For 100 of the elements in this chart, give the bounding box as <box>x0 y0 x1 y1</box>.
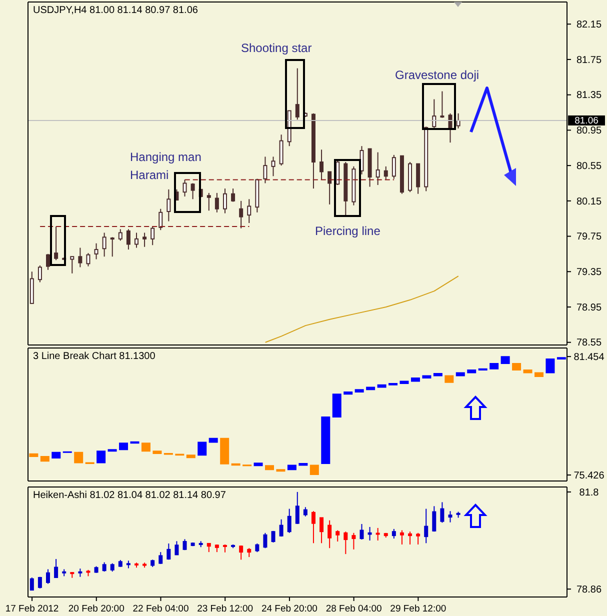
candlestick <box>222 188 227 214</box>
bar <box>119 442 128 450</box>
candlestick <box>376 527 380 542</box>
bar <box>208 438 218 443</box>
bar <box>433 373 442 376</box>
bar <box>220 438 230 464</box>
bar <box>410 378 420 382</box>
bar <box>254 462 263 466</box>
bar <box>74 452 84 464</box>
candlestick <box>78 247 82 268</box>
bar <box>500 356 510 364</box>
candlestick <box>416 532 420 545</box>
bar <box>354 389 364 393</box>
bar <box>96 450 106 464</box>
bar <box>456 372 465 376</box>
candlestick <box>46 253 50 270</box>
bar <box>29 453 38 457</box>
candlestick <box>214 192 219 213</box>
candlestick <box>287 508 292 534</box>
candlestick <box>328 171 332 205</box>
chart-title: Heiken-Ashi 81.02 81.04 81.02 81.14 80.97 <box>33 490 226 501</box>
candlestick <box>311 510 316 544</box>
bar <box>310 464 319 476</box>
candlestick <box>336 530 340 542</box>
candlestick <box>303 506 308 517</box>
candlestick <box>440 90 444 118</box>
candlestick <box>376 152 380 186</box>
candlestick <box>166 188 171 222</box>
candlestick <box>263 156 268 184</box>
candlestick <box>448 510 452 523</box>
candlestick <box>46 568 50 584</box>
candlestick <box>118 228 122 242</box>
candlestick <box>142 232 147 248</box>
candlestick <box>360 523 364 540</box>
candlestick <box>86 252 90 267</box>
chart-title: USDJPY,H4 81.00 81.14 80.97 81.06 <box>33 5 198 16</box>
candlestick <box>368 526 372 542</box>
candlestick <box>38 264 42 283</box>
candlestick <box>206 192 211 212</box>
candlestick <box>424 508 428 544</box>
candlestick <box>432 506 436 532</box>
bar <box>264 465 274 470</box>
candlestick <box>239 200 244 229</box>
candlestick <box>392 154 396 180</box>
y-tick-label: 79.35 <box>576 267 602 278</box>
y-tick-label: 78.55 <box>576 338 602 349</box>
candlestick <box>190 182 195 200</box>
candlestick <box>279 134 284 166</box>
bar <box>198 442 207 456</box>
y-tick-label: 80.95 <box>576 126 602 137</box>
bar <box>366 386 376 390</box>
candlestick <box>126 228 130 250</box>
candlestick <box>416 163 420 194</box>
candlestick <box>54 558 58 578</box>
bar <box>523 370 532 374</box>
bar <box>152 450 162 454</box>
y-tick-label: 82.15 <box>576 20 602 30</box>
y-tick-label: 79.75 <box>576 232 602 243</box>
candlestick <box>295 68 300 120</box>
candlestick <box>279 518 284 538</box>
candlestick <box>384 166 388 180</box>
bar <box>377 384 386 388</box>
bar <box>546 358 555 374</box>
annotation: Shooting star <box>241 41 312 55</box>
chart-title: 3 Line Break Chart 81.1300 <box>33 351 156 362</box>
candlestick <box>432 98 436 129</box>
y-tick-label: 81.454 <box>574 352 605 363</box>
candlestick <box>456 112 460 129</box>
y-tick-label: 80.55 <box>576 160 602 172</box>
y-tick-label: 81.35 <box>576 90 602 102</box>
bar <box>490 363 499 370</box>
annotation: Hanging man <box>130 150 202 164</box>
bar <box>400 380 409 384</box>
bar <box>512 363 522 371</box>
bar <box>141 442 150 452</box>
y-tick-label: 80.15 <box>576 196 602 208</box>
candlestick <box>328 520 332 549</box>
candlestick <box>344 531 348 555</box>
annotation: Harami <box>130 168 169 182</box>
candlestick <box>94 242 98 260</box>
x-tick-label: 22 Feb 04:00 <box>132 604 189 615</box>
candlestick <box>30 577 34 591</box>
candlestick <box>102 562 106 572</box>
x-tick-label: 17 Feb 2012 <box>5 604 59 615</box>
candlestick <box>182 179 187 197</box>
y-tick-label: 81.8 <box>579 487 600 498</box>
bar <box>332 394 342 418</box>
candlestick <box>70 256 74 274</box>
ref-line-label: 81.06 <box>574 116 598 127</box>
candlestick <box>392 528 396 540</box>
candlestick <box>263 532 268 549</box>
annotation: Gravestone doji <box>395 68 480 82</box>
candlestick <box>352 532 356 550</box>
x-tick-label: 29 Feb 12:00 <box>390 604 446 615</box>
bar <box>344 392 353 395</box>
candlestick <box>102 232 106 258</box>
candlestick <box>239 544 244 560</box>
x-tick-label: 20 Feb 20:00 <box>68 604 124 615</box>
candlestick <box>320 149 324 180</box>
candlestick <box>110 236 114 258</box>
